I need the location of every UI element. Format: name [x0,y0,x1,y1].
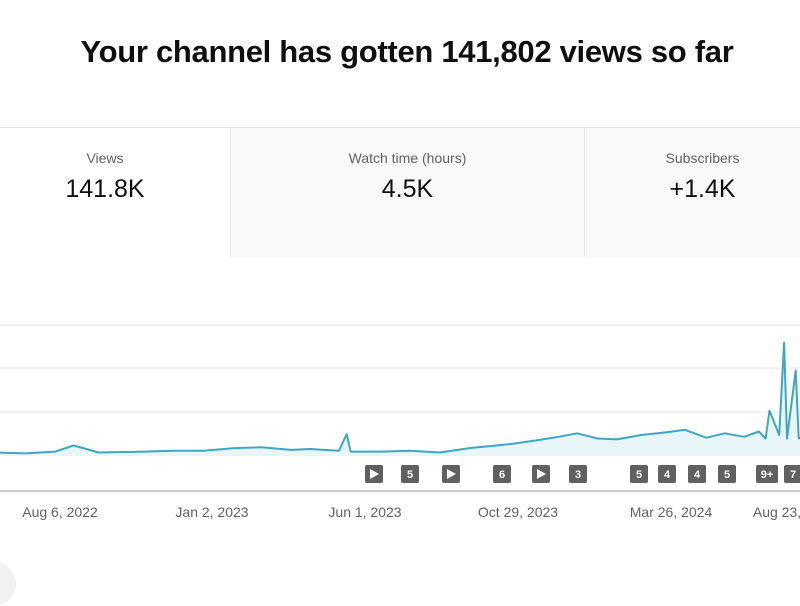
x-tick-label: Jan 2, 2023 [175,504,248,520]
metric-card-subscribers[interactable]: Subscribers +1.4K [584,128,800,257]
metric-value-watch-time: 4.5K [381,175,434,203]
x-tick-label: Jun 1, 2023 [328,504,401,520]
video-count-marker[interactable]: 4 [688,465,706,483]
video-marker-icon[interactable] [365,465,383,483]
views-line [0,341,800,455]
video-count-marker[interactable]: 6 [493,465,511,483]
marker-count: 5 [407,469,413,481]
marker-count: 3 [575,469,581,481]
video-count-marker[interactable]: 5 [718,465,736,483]
views-area [0,342,800,456]
x-tick-label: Oct 29, 2023 [478,504,558,520]
marker-count: 5 [636,469,642,481]
page-title: Your channel has gotten 141,802 views so… [80,34,734,69]
x-tick-label: Aug 6, 2022 [22,504,98,520]
video-marker-icon[interactable] [442,465,460,483]
metric-cards: Views 141.8K Watch time (hours) 4.5K Sub… [0,127,800,257]
views-chart: 5 6 3 5 4 4 5 9+ 7 Aug 6, 2022 Jan 2, 2023 Jun 1, … [0,324,800,520]
x-tick-label: Mar 26, 2024 [630,504,713,520]
marker-count: 4 [694,469,701,481]
metric-label-views: Views [86,150,124,166]
video-count-marker[interactable]: 5 [401,465,419,483]
marker-count: 9+ [761,469,774,481]
play-icon [447,469,456,479]
timeline-markers: 5 6 3 5 4 4 5 9+ 7 [365,465,800,483]
video-count-marker[interactable]: 4 [658,465,676,483]
chart-grid [0,324,800,413]
video-count-marker[interactable]: 9+ [756,465,778,483]
play-icon [537,469,546,479]
help-button[interactable] [0,562,16,606]
x-axis-ticks: Aug 6, 2022 Jan 2, 2023 Jun 1, 2023 Oct 29,… [22,504,800,520]
metric-label-watch-time: Watch time (hours) [348,150,467,166]
video-count-marker[interactable]: 3 [569,465,587,483]
video-count-marker[interactable]: 7 [784,465,800,483]
marker-count: 4 [664,469,671,481]
marker-count: 5 [724,469,730,481]
x-tick-label: Aug 23, [753,504,800,520]
metric-label-subscribers: Subscribers [665,150,740,166]
marker-count: 6 [499,469,505,481]
metric-card-watch-time[interactable]: Watch time (hours) 4.5K [230,128,584,257]
metric-value-views: 141.8K [65,175,145,203]
marker-count: 7 [790,469,796,481]
video-marker-icon[interactable] [532,465,550,483]
video-count-marker[interactable]: 5 [630,465,648,483]
play-icon [370,469,379,479]
metric-value-subscribers: +1.4K [669,175,736,203]
metric-card-views[interactable]: Views 141.8K [0,128,230,257]
